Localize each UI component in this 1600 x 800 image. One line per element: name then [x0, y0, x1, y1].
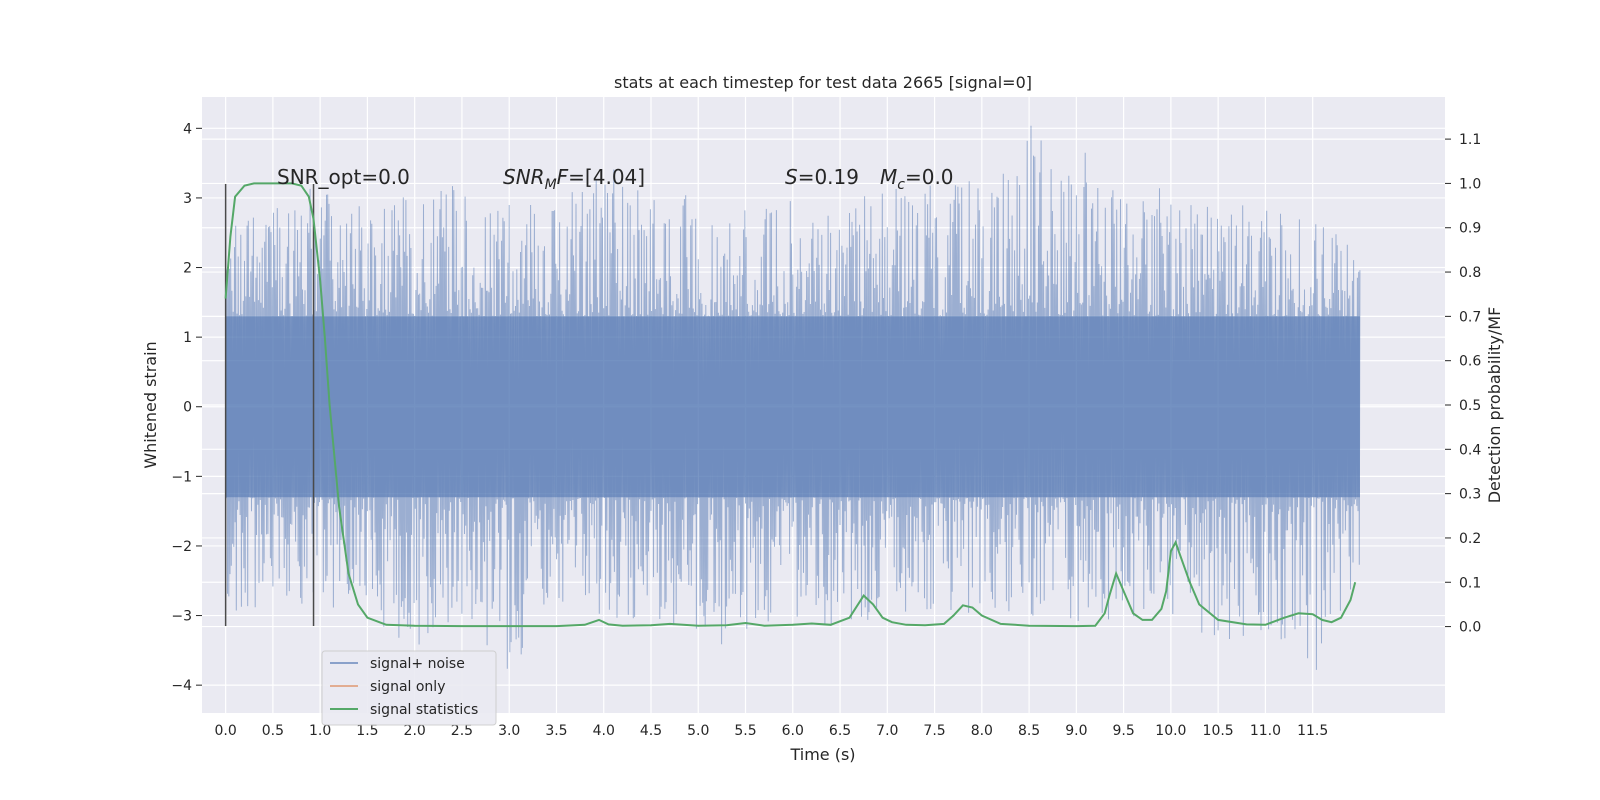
x-tick-label: 3.5	[545, 723, 567, 739]
x-tick-label: 9.0	[1065, 723, 1087, 739]
y-tick-label: −1	[171, 469, 192, 485]
x-tick-label: 11.5	[1297, 723, 1328, 739]
y2-tick-label: 1.1	[1459, 132, 1481, 148]
x-tick-label: 10.0	[1155, 723, 1186, 739]
y2-axis-ticks: 1.1 1.0 0.9 0.8 0.7 0.6 0.5 0.4 0.3 0.2 0.1 0.0	[1445, 132, 1481, 636]
x-tick-label: 6.0	[782, 723, 804, 739]
y2-tick-label: 0.4	[1459, 442, 1481, 458]
x-tick-label: 9.5	[1112, 723, 1134, 739]
plot-series	[224, 125, 1361, 670]
legend-label-signal-noise: signal+ noise	[370, 656, 465, 672]
x-tick-label: 6.5	[829, 723, 851, 739]
y2-axis-label: Detection probability/MF	[1485, 307, 1504, 504]
y2-tick-label: 0.8	[1459, 265, 1481, 281]
series-signal-noise	[225, 125, 1361, 670]
y2-tick-label: 0.7	[1459, 309, 1481, 325]
y2-tick-label: 0.6	[1459, 354, 1481, 370]
y-tick-label: −2	[171, 539, 192, 555]
x-tick-label: 3.0	[498, 723, 520, 739]
legend-label-signal-statistics: signal statistics	[370, 702, 478, 718]
y2-tick-label: 0.1	[1459, 575, 1481, 591]
legend-label-signal-only: signal only	[370, 679, 445, 695]
y2-tick-label: 0.3	[1459, 487, 1481, 503]
x-tick-label: 2.0	[404, 723, 426, 739]
annotation-mc: Mc=0.0	[880, 165, 954, 193]
y-tick-label: 3	[183, 191, 192, 207]
chart-title: stats at each timestep for test data 266…	[614, 73, 1032, 92]
series-signal-statistics	[224, 182, 1357, 628]
legend-box	[321, 650, 497, 726]
y2-tick-label: 0.5	[1459, 398, 1481, 414]
annotation-snr-opt: SNR_opt=0.0	[277, 165, 410, 189]
x-tick-label: 10.5	[1203, 723, 1234, 739]
x-tick-label: 7.5	[923, 723, 945, 739]
y-axis-ticks: 4 3 2 1 0 −1 −2 −3 −4	[171, 121, 202, 694]
x-tick-label: 1.0	[309, 723, 331, 739]
y-tick-label: −4	[171, 678, 192, 694]
y2-tick-label: 0.0	[1459, 620, 1481, 636]
x-tick-label: 7.0	[876, 723, 898, 739]
y-tick-label: 4	[183, 121, 192, 137]
x-tick-label: 5.0	[687, 723, 709, 739]
y2-tick-label: 1.0	[1459, 176, 1481, 192]
annotation-s-stat: S=0.19	[785, 165, 859, 189]
x-tick-label: 0.0	[214, 723, 236, 739]
x-tick-label: 4.5	[640, 723, 662, 739]
y-tick-label: −3	[171, 609, 192, 625]
y-tick-label: 1	[183, 330, 192, 346]
x-tick-label: 1.5	[356, 723, 378, 739]
x-tick-label: 4.0	[593, 723, 615, 739]
x-tick-label: 8.0	[971, 723, 993, 739]
y2-tick-label: 0.9	[1459, 221, 1481, 237]
x-tick-label: 11.0	[1250, 723, 1281, 739]
x-tick-label: 0.5	[262, 723, 284, 739]
x-tick-label: 5.5	[734, 723, 756, 739]
x-axis-ticks: 0.0 0.5 1.0 1.5 2.0 2.5 3.0 3.5 4.0 4.5 5.0 5.5 6.0 6…	[214, 723, 1328, 739]
y-axis-label: Whitened strain	[141, 341, 160, 468]
annotation-snr-mf: SNRMF=[4.04]	[503, 165, 645, 193]
x-tick-label: 2.5	[451, 723, 473, 739]
y2-tick-label: 0.2	[1459, 531, 1481, 547]
x-tick-label: 8.5	[1018, 723, 1040, 739]
x-axis-label: Time (s)	[789, 745, 855, 764]
y-tick-label: 0	[183, 400, 192, 416]
y-tick-label: 2	[183, 261, 192, 277]
legend: signal+ noise signal only signal statist…	[321, 650, 497, 726]
